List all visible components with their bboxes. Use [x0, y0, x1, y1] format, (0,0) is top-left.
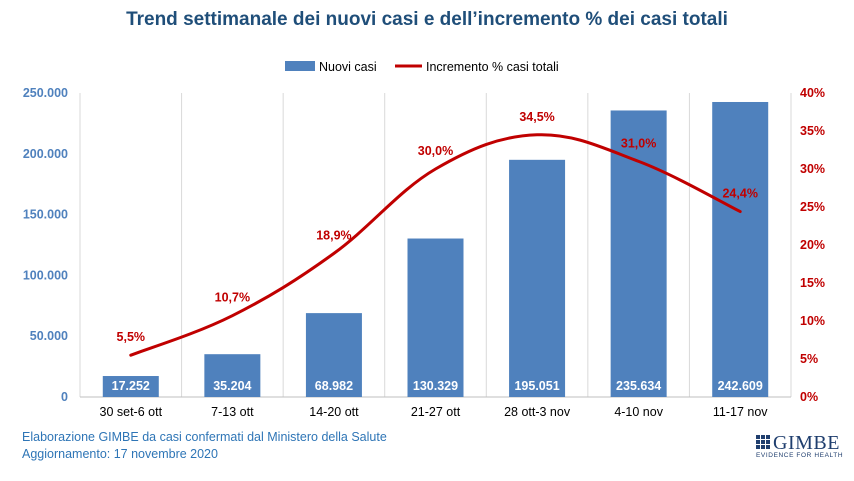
bar [305, 313, 362, 397]
bar-value-label: 130.329 [413, 379, 458, 393]
legend-label-incremento: Incremento % casi totali [426, 60, 559, 74]
y-left-tick-label: 0 [61, 390, 68, 404]
logo-square [766, 435, 770, 439]
gimbe-logo: GIMBE EVIDENCE FOR HEALTH [756, 432, 844, 463]
logo-square [756, 435, 760, 439]
logo-square [756, 440, 760, 444]
y-right-tick-label: 30% [800, 162, 825, 176]
legend-swatch-bar [285, 61, 315, 71]
x-tick-label: 30 set-6 ott [100, 405, 163, 419]
x-tick-label: 28 ott-3 nov [504, 405, 571, 419]
logo-square [766, 445, 770, 449]
y-right-tick-label: 40% [800, 86, 825, 100]
series-line-incremento [129, 133, 742, 357]
y-right-tick-label: 15% [800, 276, 825, 290]
bar [509, 159, 566, 397]
logo-tagline: EVIDENCE FOR HEALTH [756, 452, 844, 459]
y-right-tick-label: 35% [800, 124, 825, 138]
y-right-tick-label: 5% [800, 352, 818, 366]
y-left-tick-label: 200.000 [23, 147, 68, 161]
x-tick-label: 4-10 nov [614, 405, 663, 419]
bar-value-label: 242.609 [718, 379, 763, 393]
bar-value-label: 35.204 [213, 379, 251, 393]
line-value-label: 18,9% [316, 228, 351, 242]
y-left-tick-label: 100.000 [23, 268, 68, 282]
chart-title: Trend settimanale dei nuovi casi e dell’… [126, 9, 728, 30]
legend-label-nuovi-casi: Nuovi casi [319, 60, 377, 74]
line-value-label: 30,0% [418, 144, 453, 158]
logo-square [761, 435, 765, 439]
y-right-tick-label: 10% [800, 314, 825, 328]
logo-square [761, 440, 765, 444]
line-value-label: 34,5% [519, 110, 554, 124]
y-right-tick-label: 0% [800, 390, 818, 404]
y-left-tick-label: 50.000 [30, 329, 68, 343]
footer-source: Elaborazione GIMBE da casi confermati da… [22, 430, 387, 444]
bar [102, 376, 159, 397]
gimbe-grid-icon [756, 435, 770, 449]
line-value-label: 31,0% [621, 136, 656, 150]
bar-value-label: 68.982 [315, 379, 353, 393]
logo-square [766, 440, 770, 444]
x-tick-label: 21-27 ott [411, 405, 461, 419]
logo-name: GIMBE [773, 432, 840, 454]
x-tick-label: 7-13 ott [211, 405, 254, 419]
x-tick-label: 14-20 ott [309, 405, 359, 419]
y-left-tick-label: 250.000 [23, 86, 68, 100]
line-value-label: 10,7% [215, 291, 250, 305]
logo-square [761, 445, 765, 449]
x-tick-label: 11-17 nov [713, 405, 768, 419]
logo-square [756, 445, 760, 449]
bar-value-label: 17.252 [112, 379, 150, 393]
bar-value-label: 235.634 [616, 379, 661, 393]
footer-updated: Aggiornamento: 17 novembre 2020 [22, 447, 218, 461]
line-value-label: 5,5% [117, 330, 146, 344]
plot-area: 0 50.000 100.000 150.000 200.000 250.000 0% 5% 1… [23, 86, 825, 419]
legend: Nuovi casi Incremento % casi totali [285, 60, 559, 74]
bar-value-label: 195.051 [514, 379, 559, 393]
y-right-tick-label: 20% [800, 238, 825, 252]
bar [712, 101, 769, 397]
bar [407, 238, 464, 397]
bar [610, 110, 667, 397]
bar [204, 354, 261, 397]
y-right-tick-label: 25% [800, 200, 825, 214]
y-left-tick-label: 150.000 [23, 208, 68, 222]
line-value-label: 24,4% [722, 187, 757, 201]
